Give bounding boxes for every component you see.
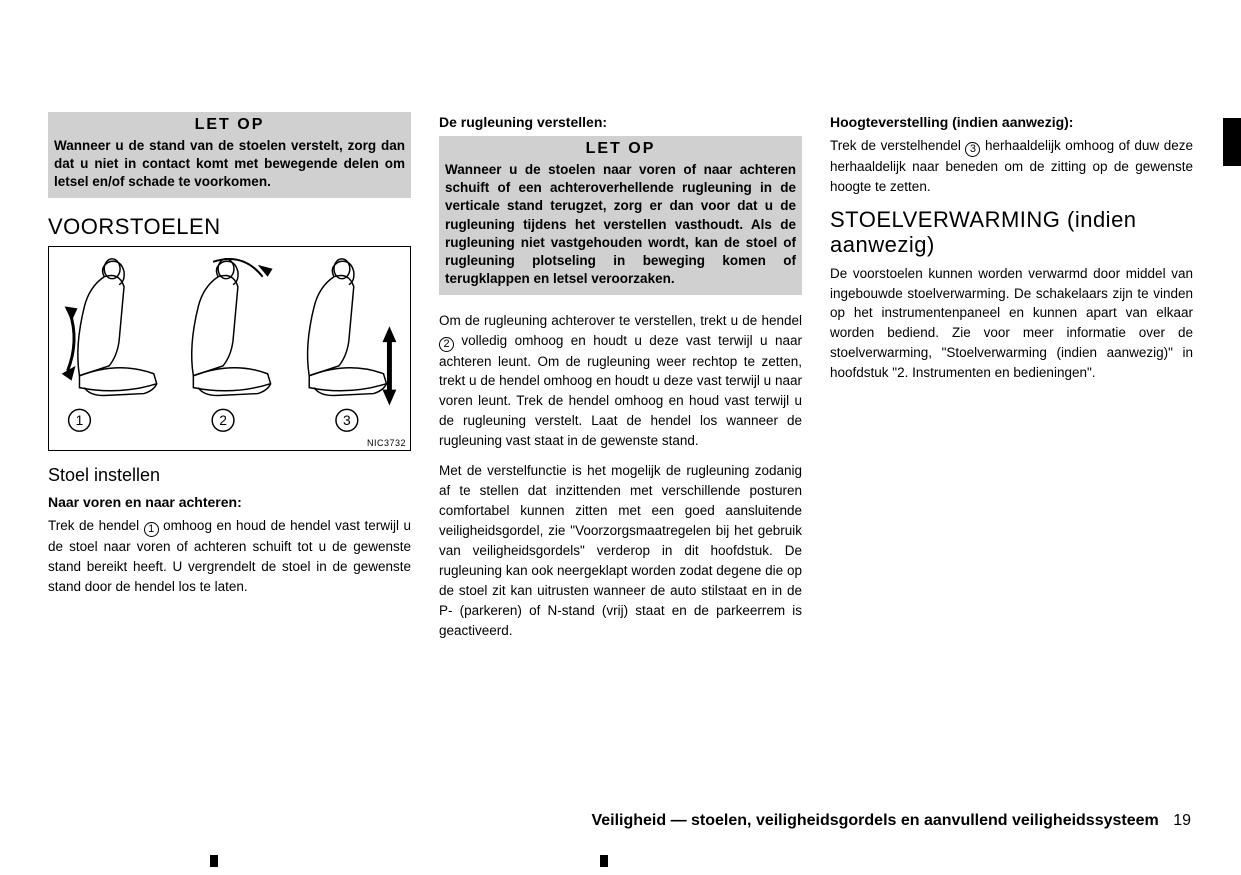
heading-stoel-instellen: Stoel instellen [48, 465, 411, 486]
heading-stoelverwarming: STOELVERWARMING (indien aanwezig) [830, 207, 1193, 258]
heading-voorstoelen: VOORSTOELEN [48, 214, 411, 240]
registration-mark-icon [210, 855, 218, 867]
footer-text: Veiligheid — stoelen, veiligheidsgordels… [591, 812, 1158, 829]
circled-3-icon: 3 [965, 142, 980, 157]
fig-label-3: 3 [343, 412, 351, 428]
para-fwd-back: Trek de hendel 1 omhoog en houd de hende… [48, 516, 411, 597]
section-tab [1223, 118, 1241, 166]
text: Trek de hendel [48, 518, 144, 533]
column-1: LET OP Wanneer u de stand van de stoelen… [48, 112, 411, 651]
seat-diagram-svg: 1 2 3 [49, 247, 410, 450]
fig-label-1: 1 [76, 412, 84, 428]
para-recline-1: Om de rugleuning achterover te verstelle… [439, 311, 802, 452]
para-recline-2: Met de verstelfunctie is het mogelijk de… [439, 461, 802, 641]
text: Om de rugleuning achterover te verstelle… [439, 313, 802, 328]
para-height: Trek de verstelhendel 3 herhaaldelijk om… [830, 136, 1193, 197]
text: volledig omhoog en houdt u deze vast ter… [439, 333, 802, 449]
caution-body: Wanneer u de stand van de stoelen verste… [54, 137, 405, 192]
page-footer: Veiligheid — stoelen, veiligheidsgordels… [591, 812, 1191, 830]
circled-2-icon: 2 [439, 337, 454, 352]
heading-naar-voren: Naar voren en naar achteren: [48, 494, 411, 510]
circled-1-icon: 1 [144, 522, 159, 537]
figure-id: NIC3732 [367, 438, 406, 448]
caution-body: Wanneer u de stoelen naar voren of naar … [445, 161, 796, 289]
caution-box-1: LET OP Wanneer u de stand van de stoelen… [48, 112, 411, 198]
caution-title: LET OP [54, 116, 405, 137]
heading-hoogte: Hoogteverstelling (indien aanwezig): [830, 114, 1193, 130]
text: Trek de verstelhendel [830, 138, 965, 153]
seat-adjustment-figure: 1 2 3 NIC3732 [48, 246, 411, 451]
registration-mark-icon [600, 855, 608, 867]
caution-box-2: LET OP Wanneer u de stoelen naar voren o… [439, 136, 802, 295]
column-3: Hoogteverstelling (indien aanwezig): Tre… [830, 112, 1193, 651]
column-2: De rugleuning verstellen: LET OP Wanneer… [439, 112, 802, 651]
heading-rugleuning: De rugleuning verstellen: [439, 114, 802, 130]
page-content: LET OP Wanneer u de stand van de stoelen… [48, 112, 1193, 651]
caution-title: LET OP [445, 140, 796, 161]
para-heating: De voorstoelen kunnen worden verwarmd do… [830, 264, 1193, 384]
fig-label-2: 2 [219, 412, 227, 428]
page-number: 19 [1173, 812, 1191, 829]
